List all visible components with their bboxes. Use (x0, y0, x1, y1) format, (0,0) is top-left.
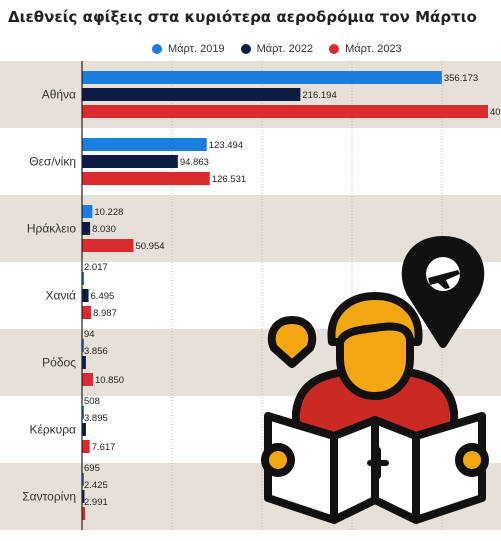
bar-value-label: 7.617 (92, 442, 116, 453)
category-label: Ρόδος (42, 356, 76, 370)
bar (82, 222, 91, 235)
legend-dot-2019 (152, 44, 162, 54)
legend-label-2019: Μάρτ. 2019 (168, 43, 225, 55)
legend-dot-2022 (240, 44, 251, 54)
category-label: Χανιά (45, 289, 76, 303)
bar-value-label: 2.425 (84, 480, 108, 491)
bar-value-label: 356.173 (444, 73, 478, 84)
category-label: Σαντορίνη (22, 490, 76, 504)
bar-value-label: 401.893 (490, 107, 501, 118)
category-label: Θεσ/νίκη (29, 155, 76, 169)
bar-value-label: 8.987 (93, 308, 117, 319)
bar (82, 373, 93, 386)
bar-value-label: 94.863 (180, 157, 209, 168)
bar-value-label: 508 (84, 396, 100, 407)
bar (82, 423, 86, 436)
bar (82, 490, 85, 503)
bar-value-label: 695 (84, 463, 100, 474)
bar-value-label: 3.856 (84, 346, 108, 357)
bar-value-label: 94 (84, 329, 95, 340)
chart-legend: Μάρτ. 2019 Μάρτ. 2022 Μάρτ. 2023 (152, 41, 402, 57)
category-label: Ηράκλειο (27, 222, 76, 236)
bar (82, 406, 84, 419)
bar (82, 356, 86, 369)
legend-label-2022: Μάρτ. 2022 (256, 43, 314, 55)
bar-value-label: 50.954 (135, 241, 164, 252)
bar (82, 289, 89, 302)
legend-item-2022: Μάρτ. 2022 (240, 43, 314, 55)
legend-item-2019: Μάρτ. 2019 (152, 43, 225, 55)
legend-label-2023: Μάρτ. 2023 (345, 43, 402, 55)
legend-item-2023: Μάρτ. 2023 (329, 43, 402, 55)
bar-value-label: 6.495 (91, 291, 115, 302)
bar-value-label: 2.991 (84, 497, 108, 508)
bar (82, 172, 210, 185)
legend-dot-2023 (329, 44, 340, 54)
bar (82, 205, 93, 218)
bar-value-label: 3.895 (84, 413, 108, 424)
bar (82, 71, 442, 84)
bar (82, 306, 92, 319)
bar (82, 88, 301, 101)
bar (82, 507, 86, 520)
bar (82, 138, 207, 151)
bar-value-label: 2.017 (84, 262, 108, 273)
bar-value-label: 10.228 (94, 207, 123, 218)
chart-title: Διεθνείς αφίξεις στα κυριότερα αεροδρόμι… (8, 8, 477, 26)
bar-value-label: 10.850 (95, 375, 124, 386)
bar-value-label: 8.030 (92, 224, 116, 235)
bar (82, 105, 488, 118)
category-label: Αθήνα (42, 88, 76, 102)
bar (82, 239, 134, 252)
bar (82, 440, 90, 453)
bar-value-label: 216.194 (302, 90, 336, 101)
bar-value-label: 126.531 (212, 174, 246, 185)
bar (82, 339, 84, 352)
bar-value-label: 123.494 (209, 140, 243, 151)
bar (82, 272, 85, 285)
bar (82, 473, 84, 486)
category-label: Κέρκυρα (29, 423, 76, 437)
bar (82, 155, 178, 168)
traveler-with-map-and-location-pins-icon (261, 236, 489, 524)
